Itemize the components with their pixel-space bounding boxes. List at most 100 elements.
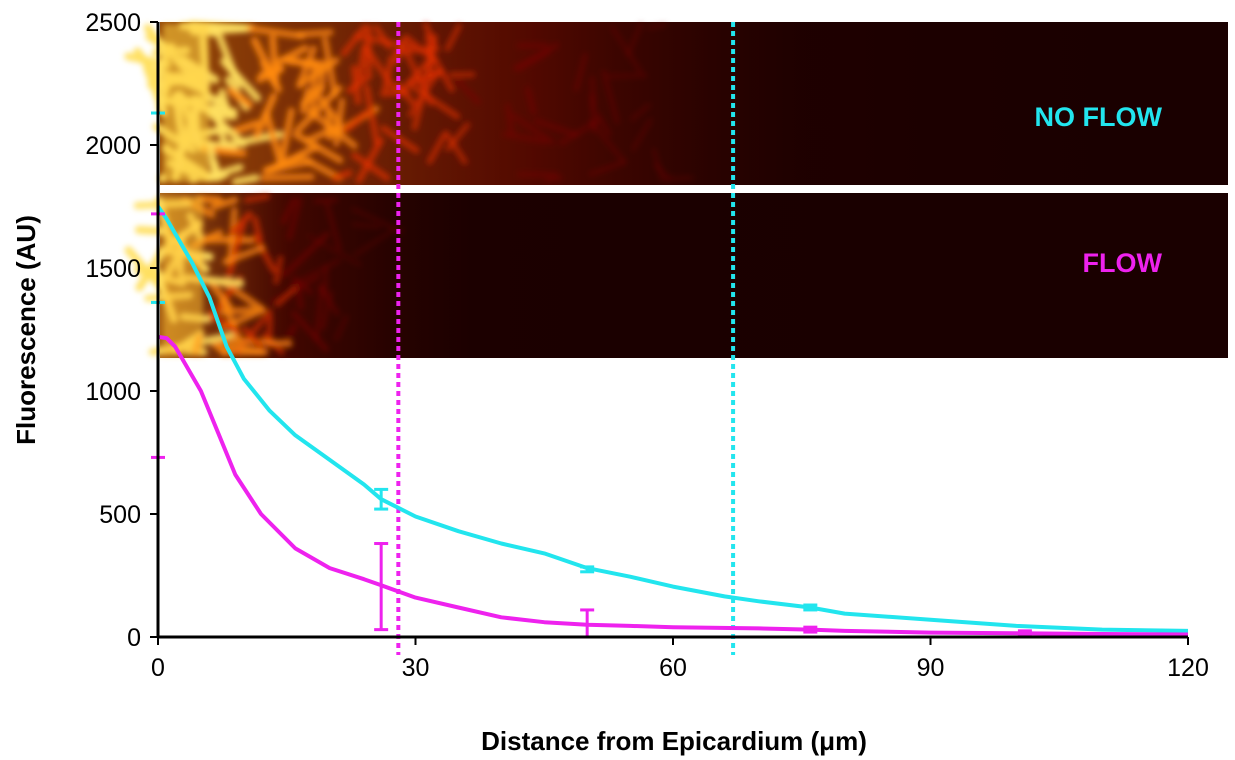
- vessel: [443, 130, 468, 165]
- vessel: [510, 112, 555, 145]
- vessel: [544, 175, 563, 183]
- vessel: [660, 175, 694, 182]
- vessel: [278, 107, 295, 161]
- vessel: [291, 311, 329, 352]
- vessel: [143, 63, 168, 118]
- vessel: [225, 222, 246, 281]
- vessel: [353, 226, 399, 257]
- x-tick-label: 120: [1167, 654, 1209, 682]
- vessel: [313, 283, 325, 341]
- vessel: [214, 28, 243, 89]
- vessel: [351, 151, 391, 182]
- vessel-network-no-flow: [124, 20, 694, 186]
- vessel: [630, 103, 651, 122]
- bright-edge: [163, 24, 209, 182]
- vessel: [241, 326, 264, 350]
- vessel: [525, 86, 537, 115]
- vessel: [351, 222, 381, 229]
- vessel: [222, 244, 266, 265]
- vessel: [231, 174, 260, 186]
- vessel: [294, 84, 343, 134]
- vessel: [355, 137, 384, 184]
- x-tick-label: 30: [402, 654, 430, 682]
- vessel: [601, 69, 620, 125]
- y-tick-label: 2000: [85, 132, 141, 160]
- x-axis-label: Distance from Epicardium (μm): [481, 726, 867, 756]
- vessel: [444, 23, 462, 52]
- vessel: [306, 107, 358, 150]
- vessel: [280, 197, 297, 225]
- vessel: [504, 103, 515, 137]
- vessel: [218, 278, 265, 312]
- vessel: [533, 118, 579, 138]
- vessel: [382, 54, 395, 93]
- vessel: [363, 84, 380, 146]
- vessel: [573, 52, 588, 92]
- vessel: [594, 111, 612, 137]
- vessel: [313, 90, 342, 126]
- vessel: [334, 314, 349, 341]
- vessel: [267, 143, 320, 174]
- microscopy-panel-flow: [124, 193, 1228, 358]
- vessel: [407, 67, 442, 118]
- vessel: [306, 233, 362, 267]
- vessel: [651, 148, 664, 181]
- vessel: [320, 290, 334, 331]
- vessel: [324, 201, 342, 251]
- y-tick-label: 2500: [85, 9, 141, 37]
- vessel: [206, 140, 219, 178]
- vessel: [588, 159, 627, 177]
- vessel: [251, 215, 263, 243]
- vessel: [422, 22, 438, 48]
- tick-layer: 0 30 60 90 120 0 500 1000 1500 2000 2500: [85, 9, 1208, 682]
- y-tick-label: 500: [99, 501, 141, 529]
- vessel: [411, 97, 425, 131]
- x-tick-label: 60: [659, 654, 687, 682]
- vessel: [206, 109, 247, 148]
- vessel: [394, 81, 416, 107]
- y-axis-label: Fluorescence (AU): [11, 215, 41, 445]
- panel-label-flow: FLOW: [1083, 248, 1163, 278]
- vessel: [454, 77, 481, 105]
- microscopy-panel-no-flow: [124, 20, 1228, 186]
- vessel: [252, 233, 277, 274]
- vessel: [610, 25, 643, 75]
- vessel: [260, 173, 315, 182]
- vessel: [243, 24, 306, 40]
- vessel: [512, 42, 559, 71]
- vessel: [291, 276, 314, 295]
- vessel: [273, 255, 284, 285]
- vessel: [272, 44, 309, 68]
- series-line: [157, 334, 1189, 637]
- vessel: [350, 64, 362, 105]
- vessel: [269, 34, 280, 83]
- vessel: [647, 22, 667, 31]
- vessel: [124, 246, 167, 293]
- vessel: [263, 111, 284, 166]
- vessel: [243, 193, 271, 203]
- vessel: [321, 36, 339, 98]
- vessel: [356, 47, 368, 80]
- vessel-network-flow: [124, 193, 404, 357]
- vessel: [286, 197, 303, 241]
- vessel: [340, 24, 368, 57]
- vessel: [158, 174, 167, 183]
- vessel: [210, 196, 239, 211]
- vessel: [292, 131, 344, 164]
- vessel: [309, 60, 319, 119]
- vessel: [589, 93, 597, 133]
- vessel: [229, 211, 253, 236]
- panel-divider: [160, 185, 1228, 193]
- vessel: [409, 83, 461, 120]
- vessel: [345, 72, 373, 94]
- vessel: [274, 286, 298, 307]
- vessel: [353, 33, 415, 51]
- vessel: [214, 96, 238, 121]
- vessel: [226, 206, 238, 266]
- vessel: [230, 119, 261, 135]
- x-tick-label: 90: [917, 654, 945, 682]
- vessel: [625, 22, 644, 57]
- vessel: [331, 169, 353, 182]
- vessel: [343, 110, 369, 133]
